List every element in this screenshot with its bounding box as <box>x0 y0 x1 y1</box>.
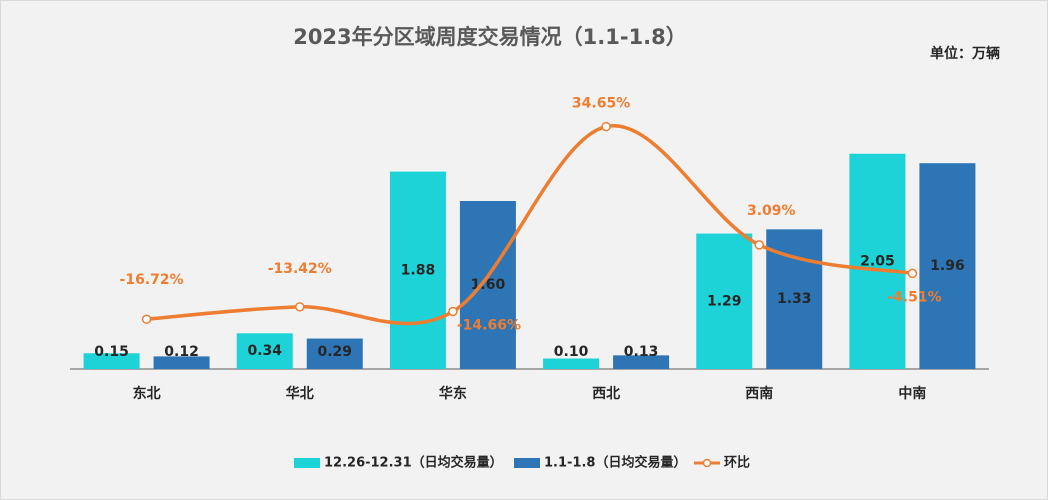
x-tick-label: 东北 <box>133 385 161 402</box>
legend-label: 1.1-1.8（日均交易量） <box>544 455 686 471</box>
line-marker <box>141 314 152 324</box>
bar <box>83 353 140 369</box>
bar-label: 0.34 <box>247 343 282 359</box>
bar-label: 1.29 <box>707 293 742 309</box>
line-marker <box>448 306 458 317</box>
bar-label: 0.13 <box>624 344 659 360</box>
bar <box>236 333 293 369</box>
bar <box>389 171 446 369</box>
line-marker <box>907 268 918 279</box>
x-tick-label: 中南 <box>898 385 926 402</box>
bar-label: 1.33 <box>777 291 812 307</box>
legend-swatch <box>294 458 320 468</box>
bar <box>543 358 600 369</box>
bar <box>459 201 516 369</box>
legend-label: 环比 <box>724 455 750 471</box>
line-label: 3.09% <box>747 203 796 219</box>
chart-title: 2023年分区域周度交易情况（1.1-1.8） <box>293 25 687 49</box>
line-marker <box>754 240 764 250</box>
bar <box>153 356 210 369</box>
bar-label: 0.10 <box>554 344 589 360</box>
x-tick-label: 西南 <box>745 385 773 402</box>
line-label: -13.42% <box>268 261 332 277</box>
bar-label: 1.96 <box>930 258 965 274</box>
x-tick-label: 华东 <box>439 385 467 402</box>
line-label: -16.72% <box>120 272 184 288</box>
bar <box>696 233 753 369</box>
bar-label: 0.12 <box>164 344 199 360</box>
x-tick-label: 西北 <box>592 386 620 402</box>
legend-swatch-marker <box>702 458 712 468</box>
legend-label: 12.26-12.31（日均交易量） <box>324 455 503 471</box>
x-tick-label: 华北 <box>286 385 314 402</box>
bar-label: 0.29 <box>317 344 352 360</box>
line-marker <box>601 121 611 132</box>
bar <box>613 355 670 369</box>
bar <box>306 338 363 369</box>
line-label: 34.65% <box>572 96 630 112</box>
legend-swatch <box>514 458 540 468</box>
bar <box>849 153 906 369</box>
line-marker <box>295 302 305 312</box>
line-label: -14.66% <box>457 317 521 333</box>
unit-label: 单位：万辆 <box>930 45 1000 62</box>
line-label: -4.51% <box>887 289 941 305</box>
bar-label: 0.15 <box>94 344 129 360</box>
bar-label: 1.88 <box>401 262 436 278</box>
bar-label: 2.05 <box>860 253 895 269</box>
bar <box>919 163 976 369</box>
